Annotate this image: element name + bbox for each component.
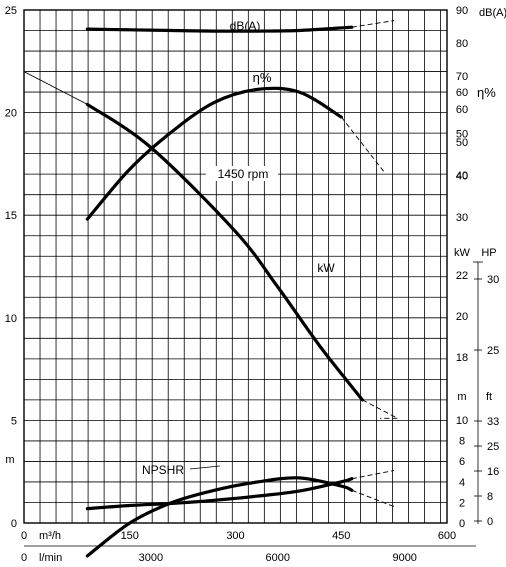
efficiency-tick-label: 40 xyxy=(456,170,468,182)
series-tail-head-m xyxy=(362,399,398,419)
chart-grid xyxy=(23,9,448,524)
label-rpm: 1450 rpm xyxy=(218,167,269,181)
hp-tick-label: 25 xyxy=(487,345,499,357)
npsh-tick-label: 8 xyxy=(459,436,465,448)
series-curve-head-m xyxy=(85,102,364,402)
label-kw: kW xyxy=(317,261,335,275)
head-tick-label: 5 xyxy=(11,415,17,427)
ft-tick-label: 25 xyxy=(487,441,499,453)
npsh-tick-label: 0 xyxy=(459,518,465,530)
noise-tick-label: 50 xyxy=(456,137,468,149)
npsh-tick-label: 4 xyxy=(459,477,465,489)
efficiency-tick-label: 30 xyxy=(456,212,468,224)
head-tick-label: 25 xyxy=(5,5,17,17)
label-efficiency: η% xyxy=(253,70,272,85)
flow-lmin-unit-label: l/min xyxy=(39,552,62,564)
series-curve-noise-dba xyxy=(85,25,354,33)
npsh-tick-label: 2 xyxy=(459,497,465,509)
flow-lmin-tick-label: 6000 xyxy=(266,552,290,564)
ft-tick-label: 8 xyxy=(487,491,493,503)
series-extension-head-m xyxy=(23,71,88,105)
series-extension-power-kw xyxy=(351,489,395,508)
noise-tick-label: 90 xyxy=(456,5,468,17)
flow-m3h-unit-label: m³/h xyxy=(39,530,61,542)
series-extension-efficiency xyxy=(340,116,384,172)
head-tick-label: 0 xyxy=(11,518,17,530)
flow-m3h-tick-label: 300 xyxy=(226,530,244,542)
flow-m3h-tick-label: 450 xyxy=(332,530,350,542)
flow-lmin-zero-label: 0 xyxy=(21,552,27,564)
head-tick-label: 15 xyxy=(5,210,17,222)
ft-tick-label: 33 xyxy=(487,416,499,428)
series-curve-power-kw xyxy=(85,476,354,558)
efficiency-tick-label: 60 xyxy=(456,87,468,99)
noise-unit-label: dB(A) xyxy=(479,7,506,19)
flow-m3h-tick-label: 150 xyxy=(121,530,139,542)
kw-tick-label: 22 xyxy=(456,270,468,282)
kw-unit-label: kW xyxy=(454,247,471,259)
series-labels: dB(A) η% 1450 rpm kW NPSHR xyxy=(142,19,335,477)
head-tick-label: 20 xyxy=(5,108,17,120)
hp-unit-label: HP xyxy=(481,247,496,259)
npsh-tick-label: 10 xyxy=(456,415,468,427)
noise-tick-label: 70 xyxy=(456,71,468,83)
series-curve-npsh-m xyxy=(85,477,354,511)
hp-tick-label: 30 xyxy=(487,274,499,286)
efficiency-tick-label: 50 xyxy=(456,129,468,141)
flow-lmin-tick-label: 3000 xyxy=(139,552,163,564)
series-extension-noise-dba xyxy=(351,20,395,28)
noise-tick-label: 60 xyxy=(456,104,468,116)
npsh-tick-label: 6 xyxy=(459,456,465,468)
kw-tick-label: 20 xyxy=(456,311,468,323)
head-unit-label: m xyxy=(5,454,14,466)
plot-frame xyxy=(23,9,448,524)
series-curve-efficiency xyxy=(85,86,343,221)
ft-unit-label: ft xyxy=(486,391,492,403)
label-npshr: NPSHR xyxy=(142,463,184,477)
noise-tick-label: 80 xyxy=(456,38,468,50)
label-rpm-background xyxy=(206,166,278,181)
series-extension-npsh-m xyxy=(351,470,395,480)
npsh-unit-label: m xyxy=(457,391,466,403)
noise-tick-label: 40 xyxy=(456,170,468,182)
flow-lmin-tick-label: 9000 xyxy=(392,552,416,564)
head-tick-label: 10 xyxy=(5,313,17,325)
label-noise: dB(A) xyxy=(230,19,261,33)
ft-tick-label: 16 xyxy=(487,466,499,478)
kw-tick-label: 18 xyxy=(456,352,468,364)
efficiency-unit-label: η% xyxy=(477,85,496,100)
performance-curves xyxy=(23,20,398,558)
flow-m3h-zero-label: 0 xyxy=(21,530,27,542)
flow-m3h-tick-label: 600 xyxy=(438,530,456,542)
ft-tick-label: 0 xyxy=(487,516,493,528)
label-npshr-leader xyxy=(189,465,221,470)
